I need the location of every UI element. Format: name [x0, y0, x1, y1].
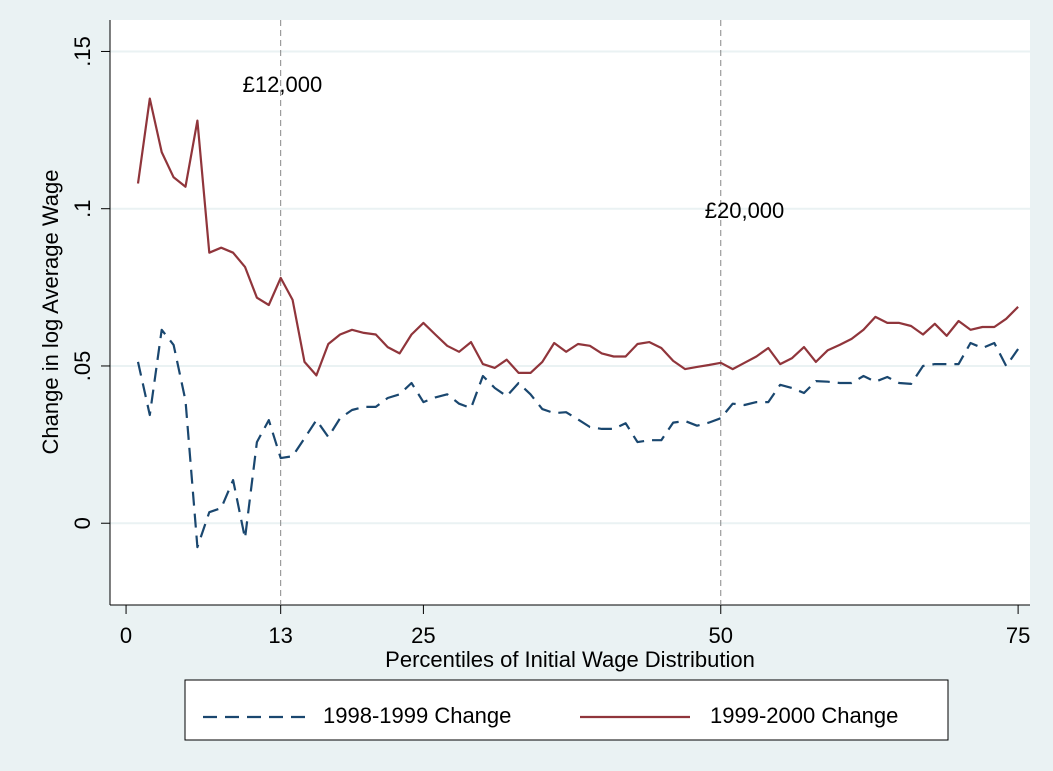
- data-line: [136, 328, 1020, 549]
- plot-area: [110, 20, 1030, 605]
- x-tick-label: 75: [1006, 623, 1030, 648]
- annotation: £12,000: [243, 72, 323, 97]
- legend-label: 1998-1999 Change: [323, 703, 511, 728]
- y-tick-label: .1: [70, 200, 95, 218]
- x-tick-label: 50: [709, 623, 733, 648]
- y-tick-label: 0: [70, 517, 95, 529]
- annotation: £20,000: [705, 198, 785, 223]
- x-tick-label: 0: [120, 623, 132, 648]
- x-tick-label: 13: [268, 623, 292, 648]
- legend-box: [184, 679, 949, 741]
- y-axis-label: Change in log Average Wage: [38, 170, 63, 455]
- y-tick-label: .15: [70, 36, 95, 67]
- data-line: [136, 97, 1019, 377]
- x-tick-label: 25: [411, 623, 435, 648]
- y-tick-label: .05: [70, 351, 95, 382]
- x-axis-label: Percentiles of Initial Wage Distribution: [385, 647, 755, 672]
- legend-label: 1999-2000 Change: [710, 703, 898, 728]
